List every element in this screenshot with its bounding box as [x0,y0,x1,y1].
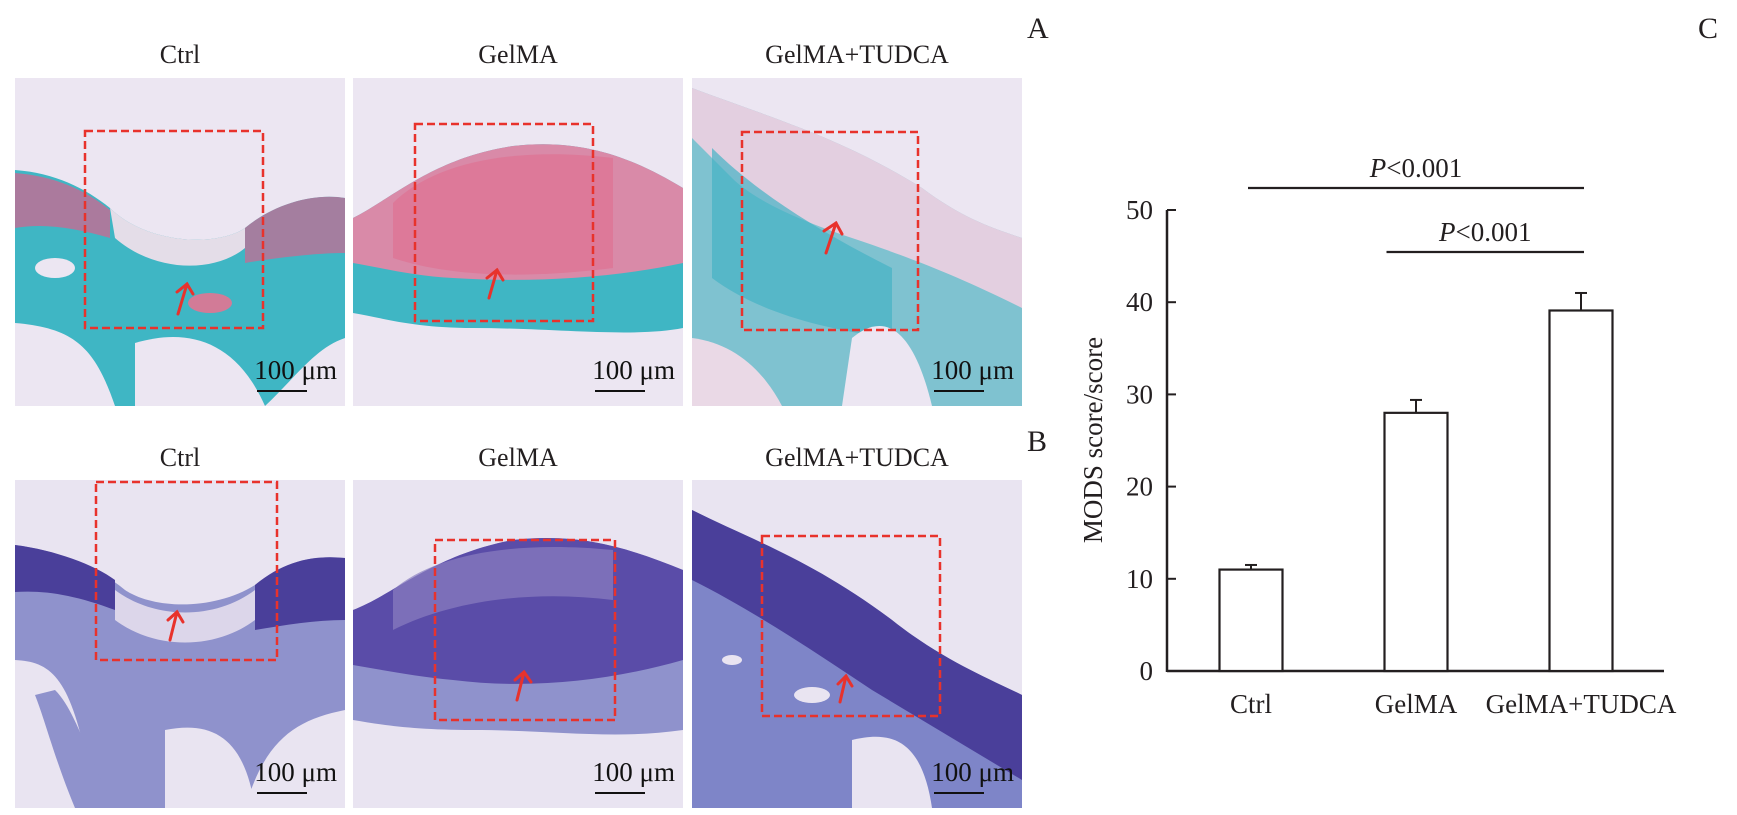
scale-bar [595,792,645,794]
p-value-label: P<0.001 [1438,217,1531,247]
bar-chart: 0 10 20 30 40 50 Ctrl GelMA GelMA+TUDCA P<0.001… [1078,153,1677,719]
scale-bar-label: 100 μm [592,757,675,787]
scale-bar [257,390,307,392]
arrow-icon [485,267,505,300]
scale-bar-label: 100 μm [592,355,675,385]
bar [1383,411,1449,673]
arrow-icon [175,281,195,316]
roi-box [760,534,942,718]
roi-box [413,122,595,323]
x-axis: Ctrl GelMA GelMA+TUDCA [1167,669,1677,719]
roi-box [740,130,920,332]
scale-bar-label: 100 μm [254,355,337,385]
scale-bar [934,792,984,794]
x-tick-label: Ctrl [1230,689,1272,719]
panel-letter-c: C [1698,12,1719,45]
row-b-title-gelma: GelMA [478,443,558,472]
roi-box [94,480,279,662]
micrograph-b-gelma: 100 μm [353,480,683,808]
row-b-title-ctrl: Ctrl [159,443,201,472]
bar [1548,309,1614,673]
row-b-title-gelma-tudca: GelMA+TUDCA [765,443,949,472]
y-tick-label: 0 [1140,656,1154,686]
arrow-icon [513,669,533,702]
row-a-title-gelma: GelMA [478,40,558,69]
micrograph-a-gelma: 100 μm [353,78,683,406]
panel-letter-b: B [1027,425,1048,458]
y-tick-label: 40 [1126,287,1153,317]
y-axis-label: MODS score/score [1078,337,1108,543]
arrow-icon [166,609,185,642]
micrograph-a-ctrl: 100 μm [15,78,345,406]
scale-bar [934,390,984,392]
row-a-title-ctrl: Ctrl [159,40,201,69]
significance-annotations: P<0.001 P<0.001 [1248,153,1584,254]
scale-bar [257,792,307,794]
micrograph-b-ctrl: 100 μm [15,480,345,808]
y-tick-label: 50 [1126,195,1153,225]
p-value-label: P<0.001 [1369,153,1462,183]
y-tick-label: 10 [1126,564,1153,594]
scale-bar [595,390,645,392]
arrow-icon [822,220,844,255]
bar [1218,568,1284,673]
scale-bar-label: 100 μm [931,757,1014,787]
x-tick-label: GelMA [1375,689,1458,719]
panel-letter-a: A [1027,12,1049,45]
roi-box [83,129,265,330]
y-tick-label: 20 [1126,472,1153,502]
micrograph-b-gelma-tudca: 100 μm [692,480,1022,808]
scale-bar-label: 100 μm [254,757,337,787]
row-a-title-gelma-tudca: GelMA+TUDCA [765,40,949,69]
roi-box [433,538,617,722]
micrograph-a-gelma-tudca: 100 μm [692,78,1022,406]
x-tick-label: GelMA+TUDCA [1486,689,1677,719]
bars [1218,291,1614,673]
arrow-icon [836,673,854,704]
y-axis: 0 10 20 30 40 50 [1126,195,1176,686]
y-tick-label: 30 [1126,379,1153,409]
scale-bar-label: 100 μm [931,355,1014,385]
